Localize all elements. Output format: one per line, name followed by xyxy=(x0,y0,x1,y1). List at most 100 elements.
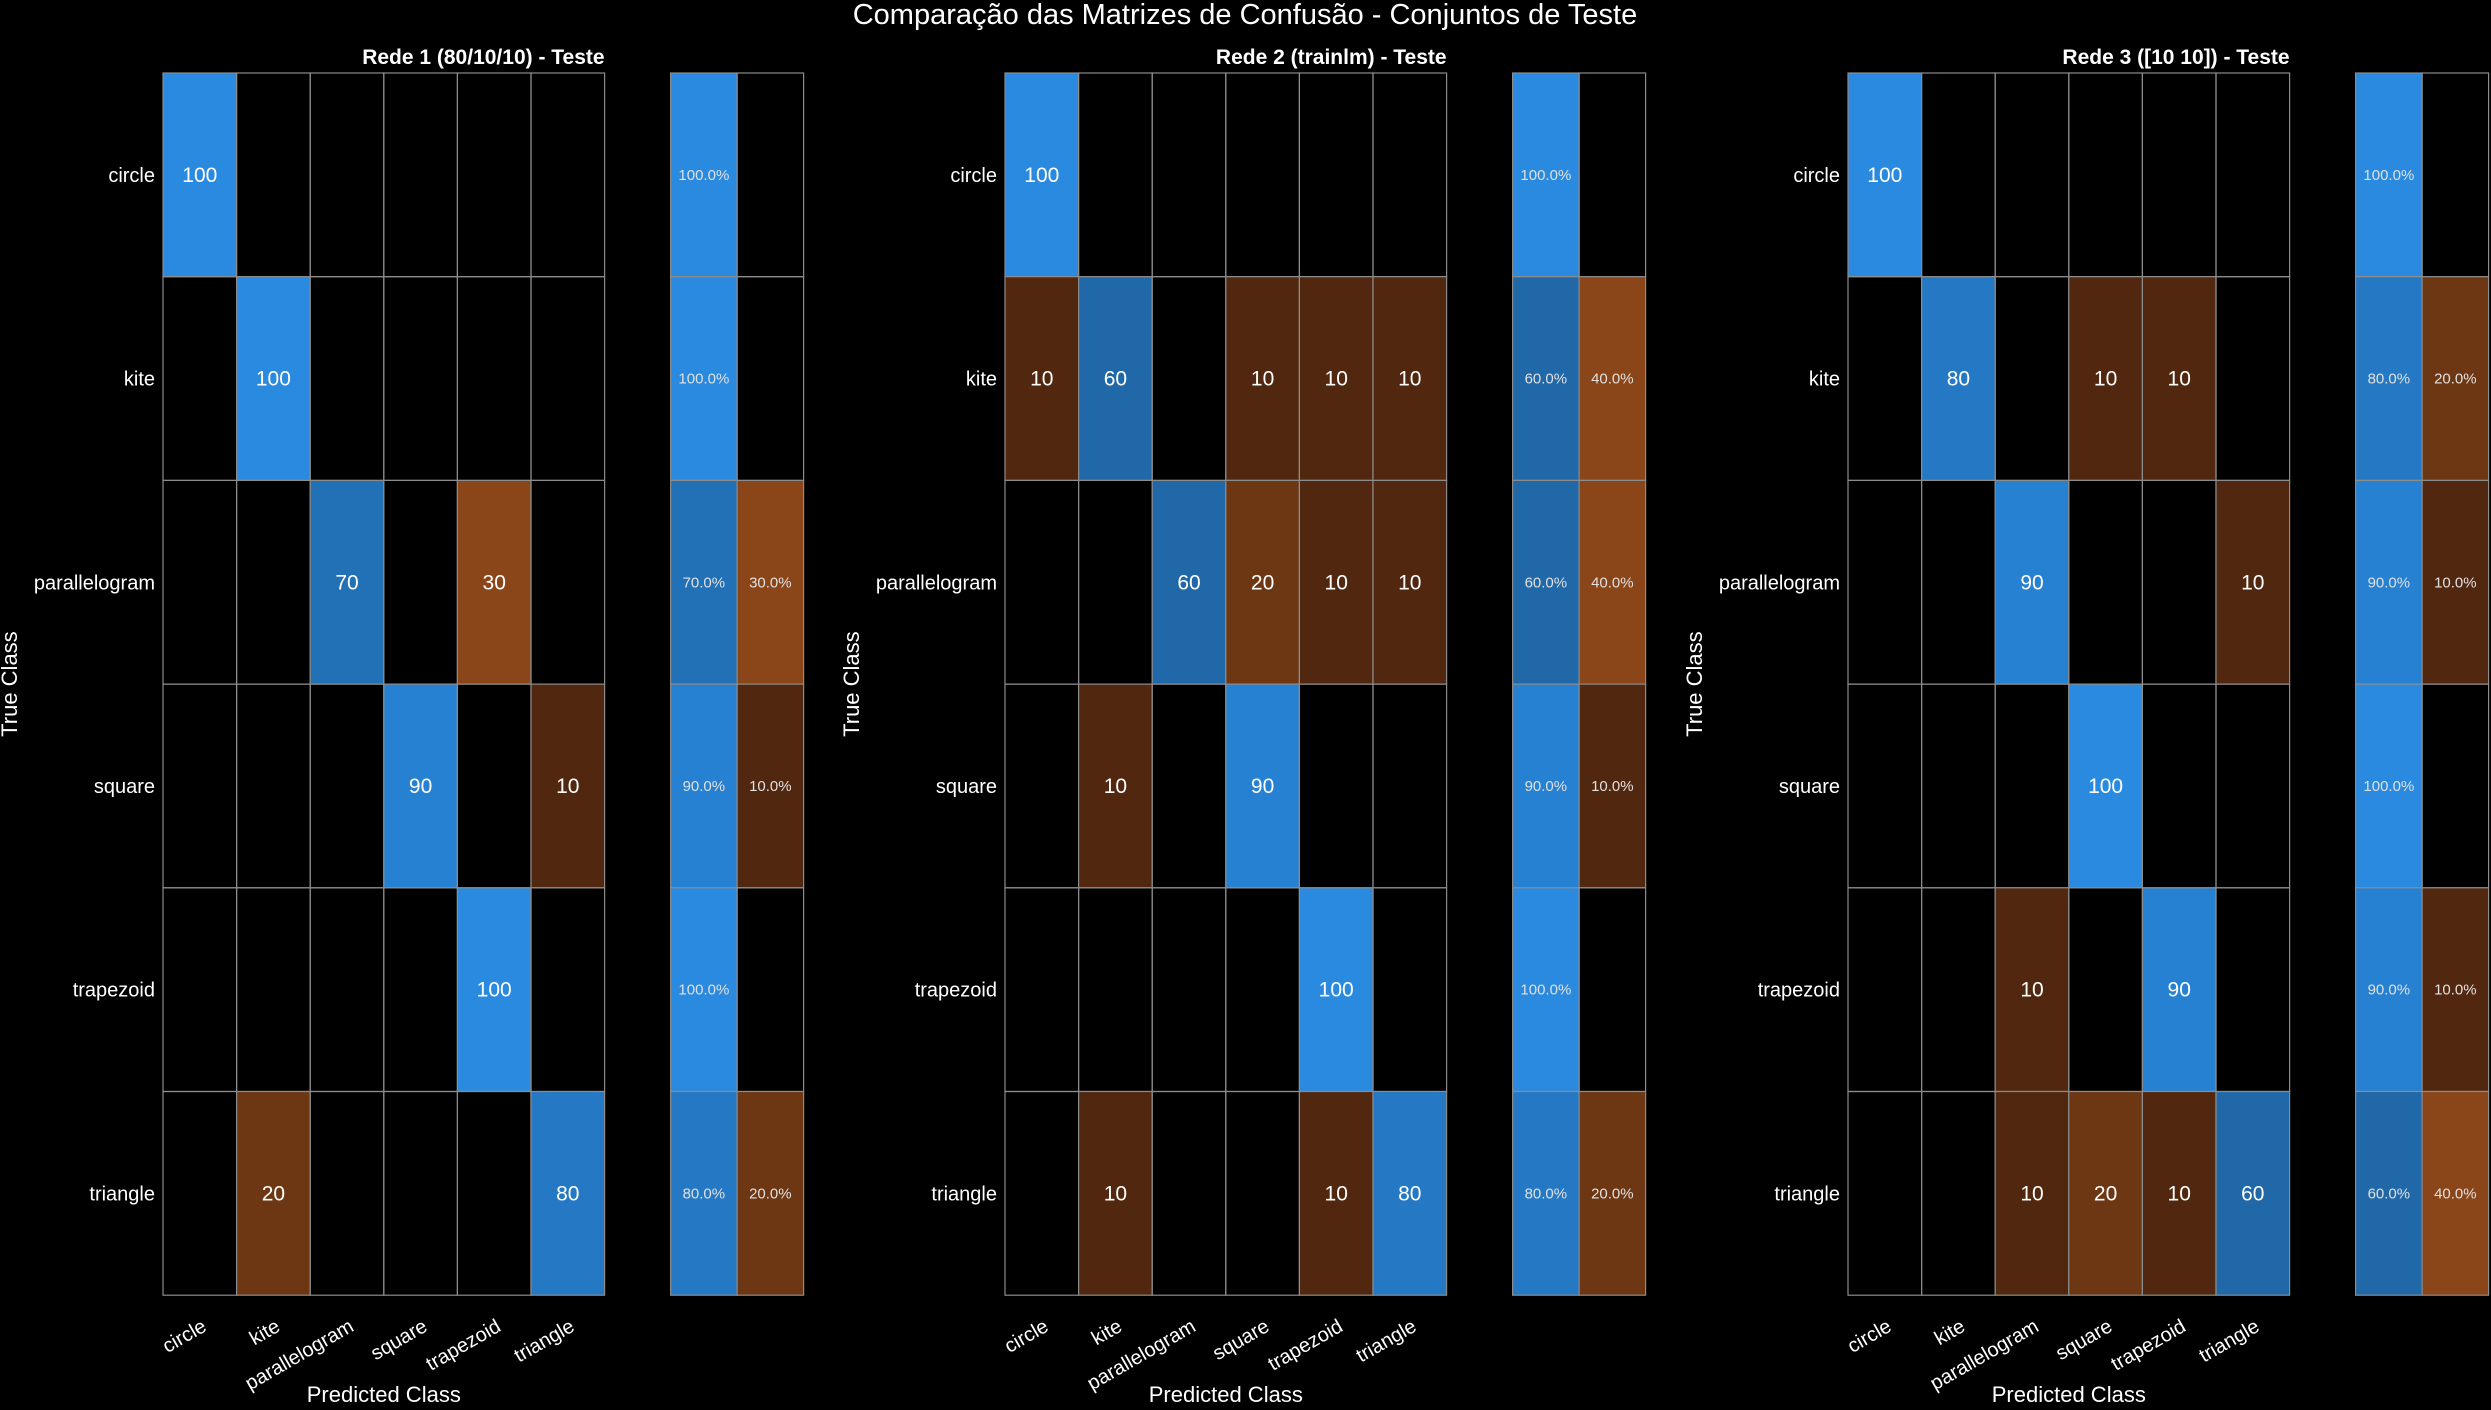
summary-incorrect-cell xyxy=(1578,683,1647,889)
summary-correct-value: 100.0% xyxy=(1520,167,1571,184)
matrix-cell xyxy=(1004,276,1080,482)
summary-incorrect-value: 30.0% xyxy=(749,574,792,591)
matrix-cell xyxy=(2068,683,2144,889)
matrix-cell xyxy=(1994,479,2070,685)
row-tick-label: triangle xyxy=(931,1183,997,1205)
matrix-cell xyxy=(2141,1090,2217,1296)
x-axis-label: Predicted Class xyxy=(1149,1382,1303,1407)
cell-value: 10 xyxy=(1104,1182,1127,1205)
summary-correct-cell xyxy=(669,276,738,482)
matrix-cell xyxy=(2215,1090,2291,1296)
cell-value: 10 xyxy=(1325,571,1348,594)
summary-correct-cell xyxy=(669,887,738,1093)
cell-value: 90 xyxy=(2168,979,2191,1002)
cell-value: 60 xyxy=(1177,571,1200,594)
cell-value: 30 xyxy=(483,571,506,594)
row-tick-label: parallelogram xyxy=(1719,572,1840,594)
matrix-cell xyxy=(1372,1090,1448,1296)
matrix-cell xyxy=(1077,276,1153,482)
cell-value: 100 xyxy=(182,164,217,187)
cell-value: 80 xyxy=(1947,368,1970,391)
matrix-cell xyxy=(1225,276,1301,482)
row-tick-label: triangle xyxy=(89,1183,155,1205)
summary-correct-cell xyxy=(1511,479,1580,685)
summary-incorrect-value: 10.0% xyxy=(2434,574,2477,591)
panel-title: Rede 3 ([10 10]) - Teste xyxy=(2062,46,2289,69)
row-tick-label: circle xyxy=(1793,165,1840,187)
summary-correct-value: 60.0% xyxy=(1525,574,1568,591)
summary-incorrect-value: 10.0% xyxy=(1591,778,1634,795)
summary-incorrect-cell xyxy=(736,1090,805,1296)
summary-incorrect-value: 20.0% xyxy=(2434,371,2477,388)
summary-incorrect-value: 10.0% xyxy=(749,778,792,795)
cell-value: 100 xyxy=(2088,775,2123,798)
summary-correct-value: 90.0% xyxy=(2368,574,2411,591)
matrix-cell xyxy=(162,72,238,278)
summary-correct-value: 90.0% xyxy=(2368,982,2411,999)
summary-incorrect-cell xyxy=(736,683,805,889)
matrix-cell xyxy=(309,479,385,685)
summary-incorrect-value: 10.0% xyxy=(2434,982,2477,999)
matrix-cell xyxy=(1372,479,1448,685)
matrix-cell xyxy=(1920,276,1996,482)
summary-incorrect-value: 20.0% xyxy=(1591,1185,1634,1202)
cell-value: 100 xyxy=(256,368,291,391)
summary-correct-value: 70.0% xyxy=(683,574,726,591)
summary-correct-cell xyxy=(669,72,738,278)
row-tick-label: triangle xyxy=(1774,1183,1840,1205)
matrix-cell xyxy=(456,479,532,685)
summary-correct-value: 60.0% xyxy=(2368,1185,2411,1202)
cell-value: 10 xyxy=(1325,1182,1348,1205)
summary-incorrect-cell xyxy=(2421,479,2490,685)
cell-value: 90 xyxy=(1251,775,1274,798)
summary-correct-value: 100.0% xyxy=(678,982,729,999)
row-tick-label: kite xyxy=(124,369,155,391)
panel-title: Rede 2 (trainlm) - Teste xyxy=(1216,46,1447,69)
cell-value: 10 xyxy=(1398,571,1421,594)
row-tick-label: kite xyxy=(1809,369,1840,391)
summary-correct-value: 80.0% xyxy=(2368,371,2411,388)
summary-correct-value: 60.0% xyxy=(1525,371,1568,388)
matrix-cell xyxy=(2141,887,2217,1093)
cell-value: 20 xyxy=(2094,1182,2117,1205)
x-axis-label: Predicted Class xyxy=(1992,1382,2146,1407)
summary-correct-value: 90.0% xyxy=(1525,778,1568,795)
cell-value: 10 xyxy=(2168,1182,2191,1205)
summary-correct-value: 100.0% xyxy=(678,371,729,388)
cell-value: 80 xyxy=(556,1182,579,1205)
cell-value: 10 xyxy=(2020,979,2043,1002)
summary-correct-cell xyxy=(669,1090,738,1296)
summary-incorrect-value: 40.0% xyxy=(1591,371,1634,388)
cell-value: 100 xyxy=(1867,164,1902,187)
matrix-cell xyxy=(2215,479,2291,685)
cell-value: 10 xyxy=(1104,775,1127,798)
summary-correct-cell xyxy=(2355,683,2423,889)
summary-correct-value: 80.0% xyxy=(683,1185,726,1202)
summary-correct-cell xyxy=(669,683,738,889)
matrix-cell xyxy=(1225,479,1301,685)
summary-correct-cell xyxy=(2355,887,2423,1093)
summary-incorrect-cell xyxy=(2421,887,2490,1093)
cell-value: 80 xyxy=(1398,1182,1421,1205)
summary-incorrect-value: 40.0% xyxy=(2434,1185,2477,1202)
row-tick-label: trapezoid xyxy=(915,980,997,1002)
row-tick-label: square xyxy=(1779,776,1840,798)
cell-value: 10 xyxy=(2094,368,2117,391)
summary-correct-value: 100.0% xyxy=(1520,982,1571,999)
y-axis-label: True Class xyxy=(0,631,22,737)
matrix-cell xyxy=(530,683,606,889)
y-axis-label: True Class xyxy=(839,631,864,737)
summary-incorrect-cell xyxy=(2421,1090,2490,1296)
summary-correct-value: 100.0% xyxy=(2363,167,2414,184)
summary-correct-cell xyxy=(1511,1090,1580,1296)
matrix-cell xyxy=(530,1090,606,1296)
row-tick-label: parallelogram xyxy=(876,572,997,594)
row-tick-label: circle xyxy=(108,165,155,187)
cell-value: 10 xyxy=(1325,368,1348,391)
cell-value: 10 xyxy=(2168,368,2191,391)
row-tick-label: kite xyxy=(966,369,997,391)
cell-value: 20 xyxy=(1251,571,1274,594)
summary-correct-cell xyxy=(2355,1090,2423,1296)
matrix-cell xyxy=(2068,1090,2144,1296)
cell-value: 10 xyxy=(556,775,579,798)
